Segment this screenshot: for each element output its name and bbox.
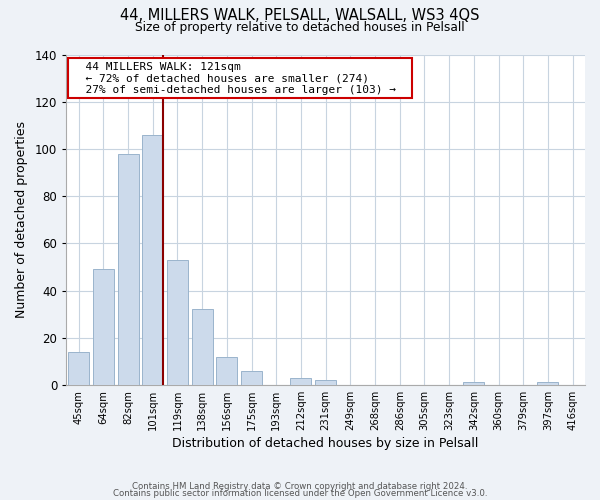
Bar [93, 270, 114, 385]
Bar [68, 352, 89, 385]
Bar [118, 154, 139, 385]
Text: Size of property relative to detached houses in Pelsall: Size of property relative to detached ho… [135, 21, 465, 34]
Bar [241, 370, 262, 385]
Text: 44 MILLERS WALK: 121sqm  
  ← 72% of detached houses are smaller (274)  
  27% o: 44 MILLERS WALK: 121sqm ← 72% of detache… [71, 62, 409, 95]
Bar [463, 382, 484, 385]
Bar [142, 135, 163, 385]
Text: 44, MILLERS WALK, PELSALL, WALSALL, WS3 4QS: 44, MILLERS WALK, PELSALL, WALSALL, WS3 … [120, 8, 480, 22]
Bar [315, 380, 336, 385]
Bar [538, 382, 559, 385]
Bar [217, 356, 238, 385]
Bar [167, 260, 188, 385]
Bar [290, 378, 311, 385]
Text: Contains HM Land Registry data © Crown copyright and database right 2024.: Contains HM Land Registry data © Crown c… [132, 482, 468, 491]
Y-axis label: Number of detached properties: Number of detached properties [15, 122, 28, 318]
Bar [191, 310, 212, 385]
X-axis label: Distribution of detached houses by size in Pelsall: Distribution of detached houses by size … [172, 437, 479, 450]
Text: Contains public sector information licensed under the Open Government Licence v3: Contains public sector information licen… [113, 490, 487, 498]
